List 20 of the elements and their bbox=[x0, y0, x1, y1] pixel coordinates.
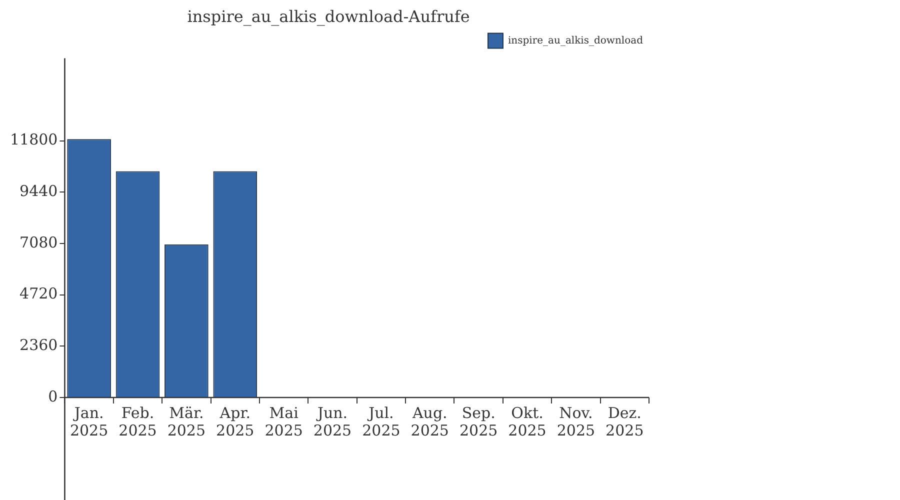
x-tick-label: Nov. 2025 bbox=[556, 404, 596, 440]
x-tick-label: Jul. 2025 bbox=[362, 404, 400, 440]
x-tick-label: Aug. 2025 bbox=[410, 404, 449, 440]
y-tick-label: 0 bbox=[48, 387, 58, 406]
y-tick-label: 2360 bbox=[20, 336, 58, 354]
y-tick-label: 4720 bbox=[20, 284, 58, 303]
y-tick-label: 9440 bbox=[20, 182, 58, 200]
x-tick-label: Okt. 2025 bbox=[508, 404, 546, 440]
x-tick-label: Mär. 2025 bbox=[167, 404, 206, 440]
x-tick-label: Jan. 2025 bbox=[70, 404, 108, 440]
chart-title: inspire_au_alkis_download-Aufrufe bbox=[187, 6, 470, 26]
x-tick-label: Dez. 2025 bbox=[606, 404, 644, 440]
y-tick-label: 7080 bbox=[20, 233, 58, 252]
legend-label: inspire_au_alkis_download bbox=[508, 35, 644, 46]
x-tick-label: Feb. 2025 bbox=[118, 404, 157, 440]
x-tick-label: Jun. 2025 bbox=[313, 404, 352, 440]
x-tick-label: Apr. 2025 bbox=[216, 404, 254, 440]
x-tick-label: Mai 2025 bbox=[264, 404, 303, 440]
x-tick-label: Sep. 2025 bbox=[459, 404, 498, 440]
y-tick-label: 11800 bbox=[10, 130, 58, 149]
